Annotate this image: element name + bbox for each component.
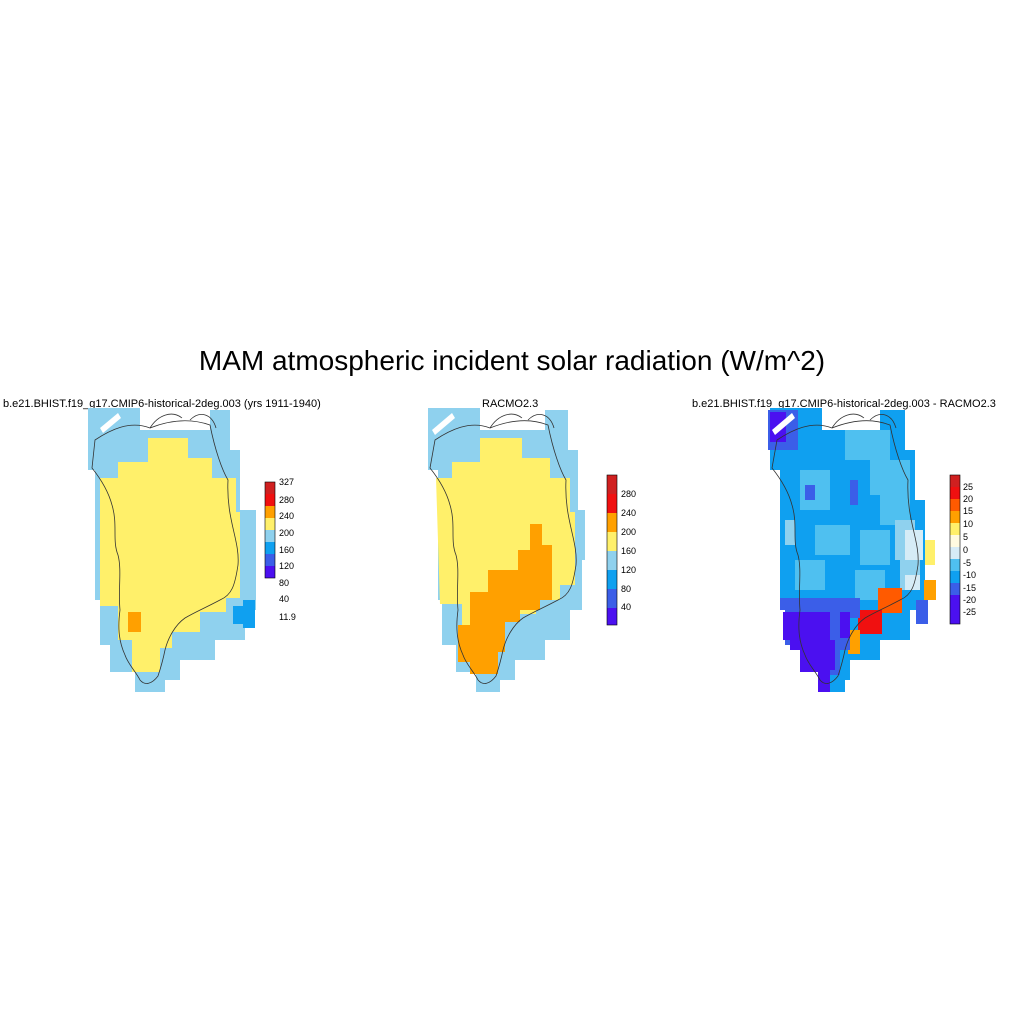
cb-label: 0 <box>963 545 968 555</box>
cb-label: 80 <box>621 584 631 594</box>
cb-label: -20 <box>963 595 976 605</box>
panel-title-racmo: RACMO2.3 <box>482 398 539 410</box>
cb-label: 200 <box>621 527 636 537</box>
colorbar-difference <box>949 474 961 625</box>
cb-label: 327 <box>279 477 294 487</box>
colorbar-labels-racmo: 280 240 200 160 120 80 40 <box>621 489 636 612</box>
cb-label: 40 <box>279 594 289 604</box>
cb-label: 40 <box>621 602 631 612</box>
cb-label: 25 <box>963 482 973 492</box>
colorbar-racmo <box>606 474 618 626</box>
map-panel-model: 327 280 240 200 160 120 80 40 11.9 <box>88 408 296 692</box>
cb-label: 160 <box>621 546 636 556</box>
cb-label: -15 <box>963 583 976 593</box>
cb-label: 280 <box>279 495 294 505</box>
colorbar-labels-model: 327 280 240 200 160 120 80 40 11.9 <box>279 477 296 622</box>
cb-label: 15 <box>963 506 973 516</box>
panel-title-model: b.e21.BHIST.f19_g17.CMIP6-historical-2de… <box>3 398 321 410</box>
cb-label: 160 <box>279 545 294 555</box>
map-panel-difference: 25 20 15 10 5 0 -5 -10 -15 -20 -25 <box>768 408 976 692</box>
field-cells-model <box>88 408 256 692</box>
figure-title: MAM atmospheric incident solar radiation… <box>198 345 826 376</box>
field-cells-difference <box>768 408 936 692</box>
cb-label: 80 <box>279 578 289 588</box>
colorbar-model <box>264 481 276 579</box>
map-panel-racmo: 280 240 200 160 120 80 40 <box>428 408 636 692</box>
cb-label: 20 <box>963 494 973 504</box>
cb-label: 200 <box>279 528 294 538</box>
greenland-coastline-model <box>91 413 239 684</box>
cb-label: -5 <box>963 558 971 568</box>
cb-label: 11.9 <box>279 612 296 622</box>
cb-label: 240 <box>279 511 294 521</box>
cb-label: 5 <box>963 532 968 542</box>
cb-label: -10 <box>963 570 976 580</box>
greenland-coastline-racmo <box>429 413 577 684</box>
cb-label: 120 <box>279 561 294 571</box>
greenland-coastline-difference <box>771 413 919 684</box>
field-cells-racmo <box>428 408 585 692</box>
cb-label: 10 <box>963 519 973 529</box>
cb-label: 280 <box>621 489 636 499</box>
cb-label: 240 <box>621 508 636 518</box>
colorbar-labels-difference: 25 20 15 10 5 0 -5 -10 -15 -20 -25 <box>963 482 976 617</box>
cb-label: -25 <box>963 607 976 617</box>
cb-label: 120 <box>621 565 636 575</box>
panel-title-difference: b.e21.BHIST.f19_g17.CMIP6-historical-2de… <box>692 398 996 410</box>
